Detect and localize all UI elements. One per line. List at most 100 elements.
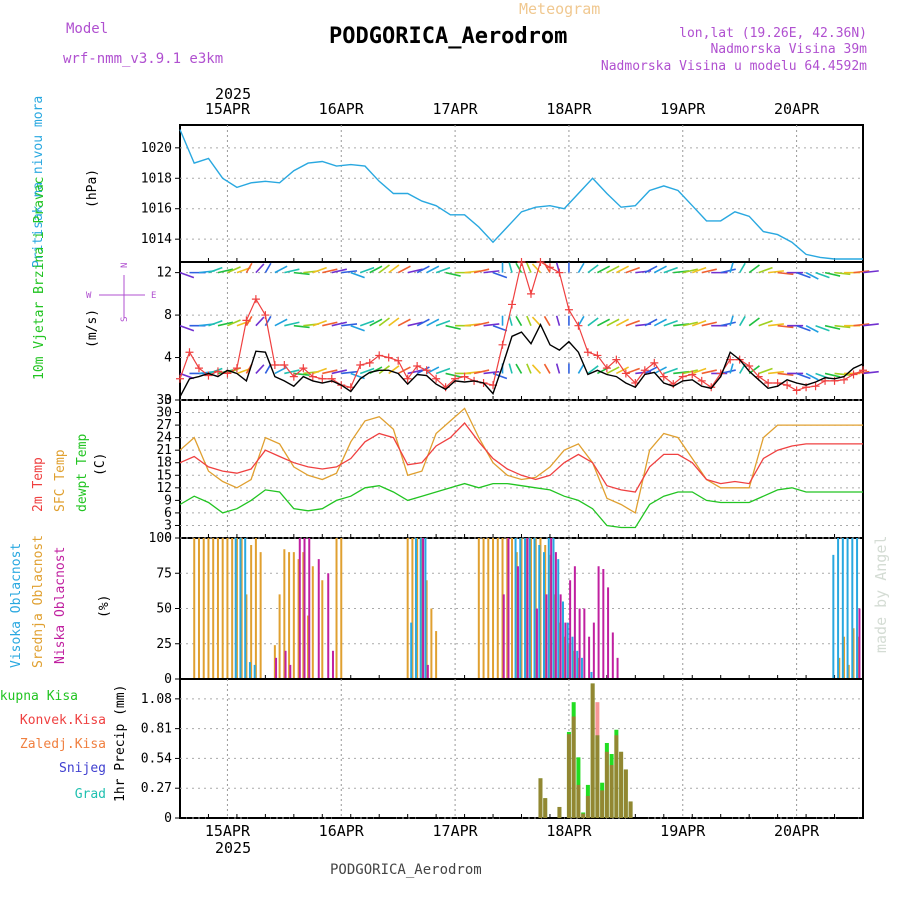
wind-arrow <box>625 367 640 375</box>
panel-frame <box>179 399 864 539</box>
y-tick-label: 0.81 <box>141 722 172 737</box>
gust-marker <box>289 372 298 381</box>
legend-grad: Grad <box>75 787 106 802</box>
top-day-label: 16APR <box>319 100 365 118</box>
y-tick-label: 0 <box>164 672 172 687</box>
wind-arrow <box>531 316 542 327</box>
wind-arrow <box>179 271 195 279</box>
gust-marker <box>640 366 649 375</box>
wind-arrow <box>824 324 841 330</box>
wind-arrow <box>777 324 794 329</box>
legend-ukupna-kisa: Ukupna Kisa <box>0 689 78 704</box>
wind-arrow <box>435 367 451 375</box>
wind-arrow <box>653 318 667 327</box>
wind-arrow <box>515 262 523 274</box>
wind-arrow <box>508 363 513 374</box>
gust-marker <box>650 358 659 367</box>
wind-arrow <box>312 367 327 375</box>
wind-arrow <box>555 315 561 326</box>
bottom-day-label: 20APR <box>774 822 820 840</box>
wind-arrow <box>796 271 811 279</box>
y-tick-label: 30 <box>156 406 172 421</box>
precip-conv-bar <box>571 716 576 818</box>
wind-arrow <box>341 270 358 274</box>
wind-arrow <box>407 369 423 375</box>
wind-arrow <box>777 372 794 376</box>
station-title: PODGORICA_Aerodrom <box>329 24 567 49</box>
wind-arrow <box>805 271 819 280</box>
wind-arrow <box>824 271 841 277</box>
wind-arrow <box>597 318 611 327</box>
wind-arrow <box>577 315 585 327</box>
precip-panel: 0 0.27 0.54 0.81 1.08 <box>141 678 864 826</box>
wind-arrow <box>682 268 698 274</box>
wind-arrow <box>397 265 411 274</box>
gust-marker <box>811 382 820 391</box>
wind-arrow <box>508 315 513 326</box>
y-tick-label: 25 <box>156 637 172 652</box>
y-tick-label: 0.54 <box>141 751 172 766</box>
bottom-day-label: 17APR <box>433 822 479 840</box>
dewpt-title: dewpt Temp <box>75 434 90 512</box>
wind-arrow <box>720 268 736 274</box>
wind-arrow <box>350 271 365 279</box>
top-day-label: 15APR <box>205 100 251 118</box>
wind-arrow <box>483 370 500 375</box>
wind-arrow <box>701 268 717 274</box>
wind-arrow <box>445 271 461 277</box>
wind-arrow <box>284 369 300 375</box>
precip-conv-bar <box>628 801 633 818</box>
wind-arrow <box>416 265 430 274</box>
precip-conv-bar <box>543 798 548 818</box>
wind-arrow <box>359 266 375 274</box>
wind-arrow <box>644 366 658 375</box>
gust-marker <box>574 321 583 330</box>
wind-arrow <box>397 318 411 327</box>
gust-marker <box>422 366 431 375</box>
wind-arrow <box>284 321 300 327</box>
wind-arrow <box>758 266 773 274</box>
wind-arrow <box>606 265 620 274</box>
gust-marker <box>261 311 270 320</box>
gust-marker <box>375 351 384 360</box>
wind-arrow <box>245 315 253 327</box>
gust-marker <box>536 258 545 266</box>
precip-conv-bar <box>581 813 586 818</box>
bottom-time-axis: 15APR 16APR 17APR 18APR 19APR 20APR <box>205 822 820 840</box>
precip-conv-bar <box>604 751 609 818</box>
wind-arrow <box>274 318 288 327</box>
y-tick-label: 0.27 <box>141 781 172 796</box>
wind-arrow <box>388 317 400 327</box>
wind-arrow <box>720 321 736 327</box>
wind-arrow <box>274 265 288 274</box>
wind-arrow <box>331 268 347 274</box>
wind-arrow <box>834 372 851 376</box>
wind-arrow <box>531 263 542 274</box>
wind-arrow <box>853 323 870 327</box>
wind-arrow <box>208 319 223 327</box>
wind-arrow <box>407 268 423 274</box>
wind-arrow <box>824 372 841 378</box>
gust-marker <box>318 374 327 383</box>
gust-marker <box>299 364 308 373</box>
panel-frame <box>179 124 864 263</box>
wind-arrow <box>796 372 811 380</box>
wind-arrow <box>255 263 265 274</box>
wind-arrow <box>606 318 620 327</box>
legend-konvek-kisa: Konvek.Kisa <box>20 713 106 728</box>
wind-arrow <box>407 321 423 327</box>
y-tick-label: 4 <box>164 351 172 366</box>
gust-line <box>179 259 864 392</box>
wind-arrow <box>322 369 338 375</box>
gust-marker <box>460 372 469 381</box>
wind-arrow <box>748 264 760 274</box>
y-tick-label: 27 <box>156 418 172 433</box>
y-tick-label: 24 <box>156 431 172 446</box>
gust-marker <box>176 374 184 383</box>
legend-snijeg: Snijeg <box>59 761 106 776</box>
wind-arrow <box>473 268 490 274</box>
y-tick-label: 50 <box>156 602 172 617</box>
gust-marker <box>213 367 222 376</box>
bottom-day-label: 19APR <box>660 822 706 840</box>
wind-arrow <box>341 323 358 327</box>
